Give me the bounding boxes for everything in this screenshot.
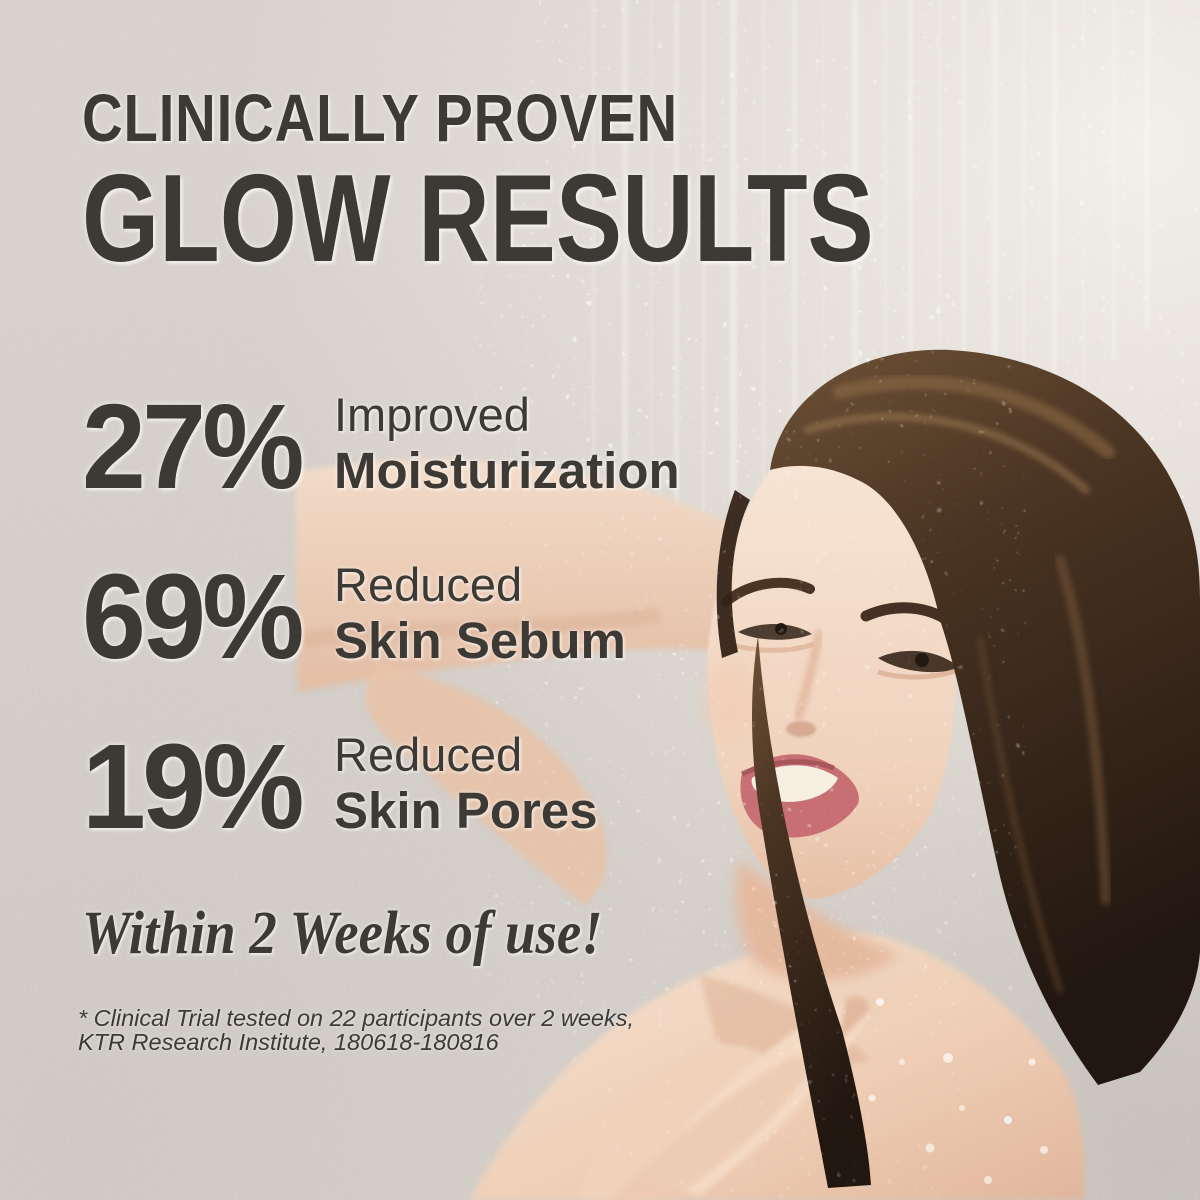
stat-label-line1: Reduced xyxy=(334,558,523,611)
tagline-text: Within 2 Weeks of use! xyxy=(82,900,603,967)
stat-label-line1: Reduced xyxy=(334,728,523,781)
stat-value: 19% xyxy=(82,718,304,854)
stat-label: Reduced Skin Sebum xyxy=(334,556,626,668)
footnote-line2: KTR Research Institute, 180618-180816 xyxy=(78,1029,499,1056)
stat-row-sebum: 69% Reduced Skin Sebum xyxy=(82,556,722,677)
stat-row-pores: 19% Reduced Skin Pores xyxy=(82,726,722,847)
footnote: * Clinical Trial tested on 22 participan… xyxy=(78,1006,634,1055)
stat-label: Reduced Skin Pores xyxy=(334,726,598,838)
foreground-spray-lower xyxy=(600,820,930,1200)
woman-figure xyxy=(295,300,1200,1200)
stat-label-line2: Moisturization xyxy=(334,441,680,499)
stat-label: Improved Moisturization xyxy=(334,386,680,498)
headline-title: GLOW RESULTS xyxy=(82,148,1072,290)
tagline: Within 2 Weeks of use! xyxy=(82,899,660,969)
headline-eyebrow: CLINICALLY PROVEN xyxy=(82,80,791,157)
headline-title-text: GLOW RESULTS xyxy=(82,150,874,288)
stat-label-line1: Improved xyxy=(334,388,530,441)
footnote-line1: * Clinical Trial tested on 22 participan… xyxy=(78,1005,634,1031)
stat-value: 27% xyxy=(82,378,304,514)
headline-eyebrow-text: CLINICALLY PROVEN xyxy=(82,81,678,156)
stat-label-line2: Skin Sebum xyxy=(334,611,626,669)
stat-row-moisturization: 27% Improved Moisturization xyxy=(82,386,722,507)
stat-value: 69% xyxy=(82,548,304,684)
stat-label-line2: Skin Pores xyxy=(334,781,598,839)
